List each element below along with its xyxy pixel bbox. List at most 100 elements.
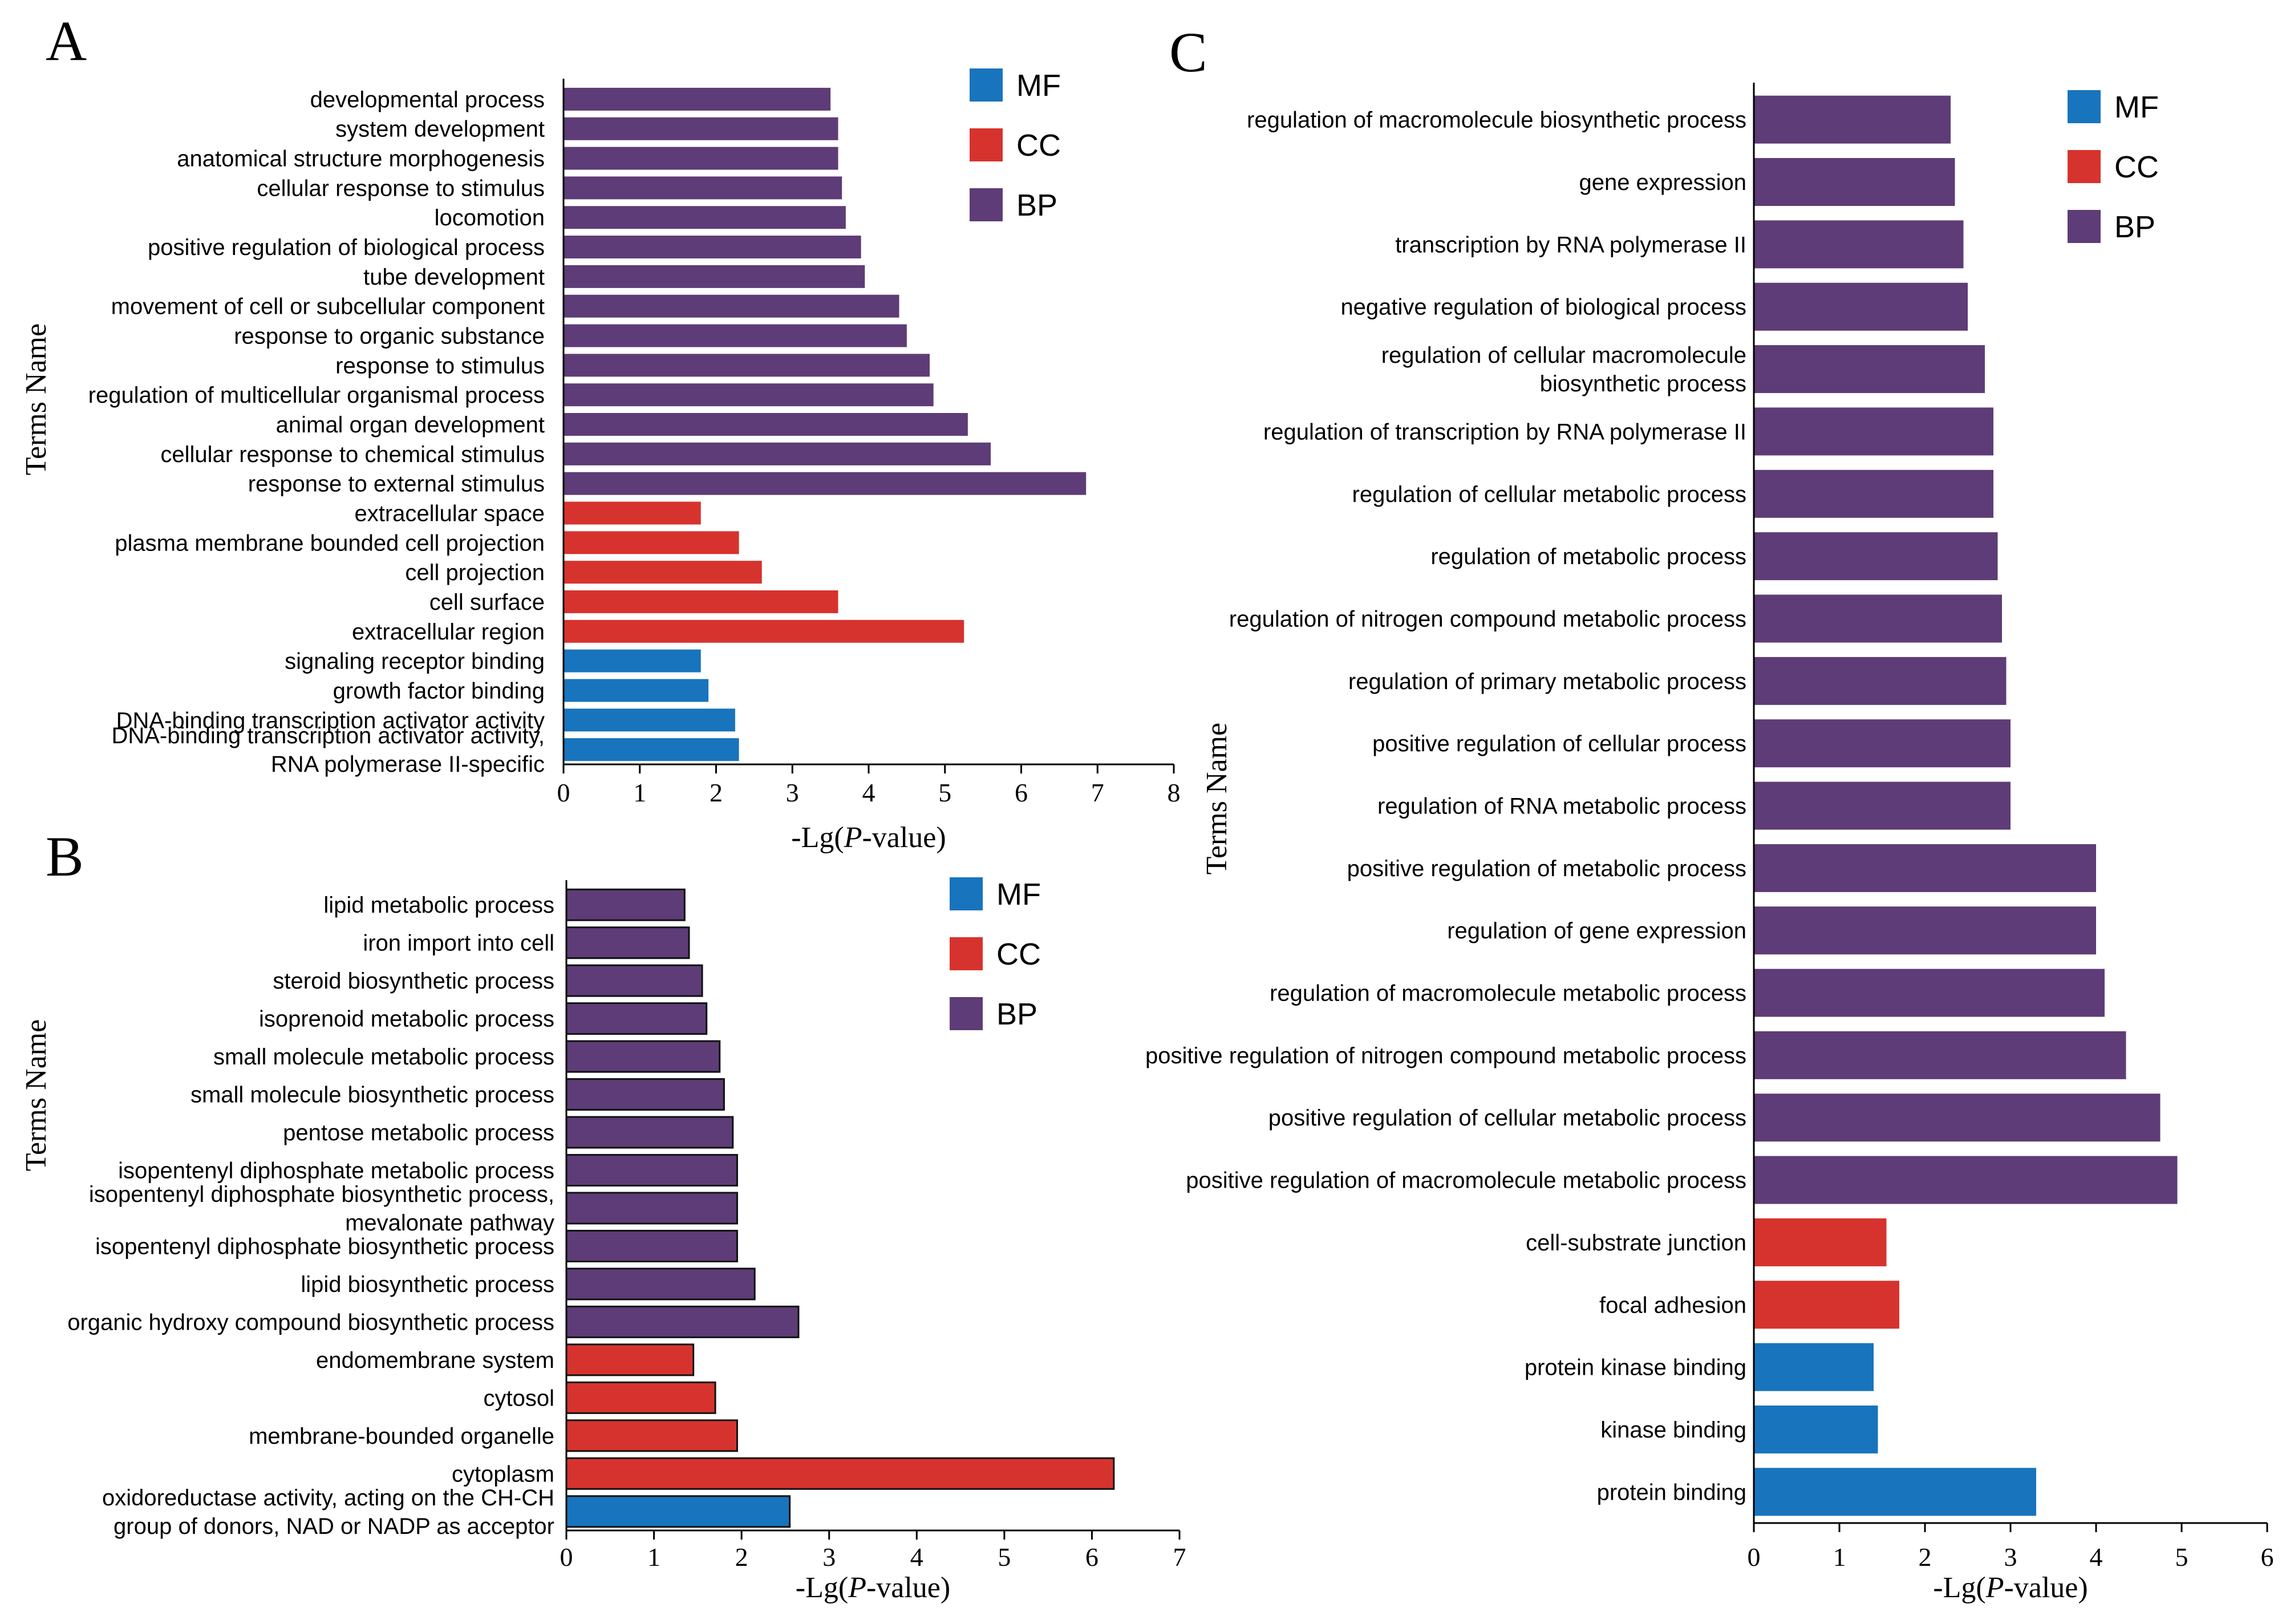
bar [1754, 1218, 1887, 1266]
panel-letter: A [46, 9, 87, 72]
term-label: positive regulation of macromolecule met… [1186, 1168, 1746, 1193]
bar [1754, 1405, 1878, 1453]
bar [564, 324, 907, 347]
legend: MF CC BP [2068, 90, 2159, 244]
x-axis-title: -Lg(P-value) [1933, 1572, 2088, 1604]
x-tick-label: 4 [2090, 1542, 2103, 1572]
panel-letter: C [1169, 21, 1207, 84]
x-tick-label: 5 [998, 1542, 1011, 1572]
term-label: regulation of nitrogen compound metaboli… [1229, 606, 1746, 631]
bar [1754, 532, 1998, 581]
bar [564, 531, 739, 554]
term-label: protein kinase binding [1525, 1355, 1746, 1380]
term-label: regulation of metabolic process [1430, 544, 1746, 569]
x-tick-label: 0 [557, 778, 570, 807]
legend-swatch [2068, 150, 2101, 183]
term-label: positive regulation of metabolic process [1347, 856, 1746, 881]
x-tick-label: 4 [862, 778, 876, 807]
term-label: lipid metabolic process [323, 893, 554, 918]
bar [564, 354, 930, 377]
term-label: cellular response to chemical stimulus [160, 442, 545, 467]
bar [565, 1419, 738, 1452]
x-tick-label: 6 [1085, 1542, 1099, 1572]
bar [564, 413, 968, 436]
x-tick-label: 3 [2004, 1542, 2017, 1572]
x-tick-label: 7 [1173, 1542, 1186, 1572]
bar [564, 442, 991, 465]
term-label: animal organ development [276, 412, 545, 438]
bar [564, 590, 838, 613]
x-tick-label: 0 [1748, 1542, 1761, 1572]
term-label: protein binding [1597, 1480, 1746, 1505]
bar [564, 679, 709, 702]
bar [565, 1343, 695, 1376]
bar [564, 294, 899, 318]
bar [564, 649, 701, 673]
x-tick-label: 7 [1091, 778, 1104, 807]
bar [1754, 657, 2007, 705]
term-label: cytosol [484, 1386, 555, 1411]
term-label: system development [335, 117, 545, 142]
term-label: membrane-bounded organelle [249, 1424, 554, 1449]
bar [565, 1305, 800, 1338]
term-label: oxidoreductase activity, acting on the C… [102, 1485, 554, 1539]
bar [1754, 469, 1993, 518]
bar [565, 1229, 738, 1262]
term-label: regulation of multicellular organismal p… [88, 383, 545, 408]
term-label: plasma membrane bounded cell projection [115, 530, 545, 556]
bar [565, 1495, 791, 1528]
bar [1754, 1468, 2036, 1516]
term-label: regulation of gene expression [1447, 918, 1746, 943]
legend-label: CC [996, 937, 1041, 971]
x-tick-label: 5 [938, 778, 951, 807]
bar [1754, 1156, 2178, 1204]
term-label: tube development [363, 265, 545, 290]
bar [565, 888, 686, 921]
bar [565, 1116, 734, 1149]
legend-label: MF [1016, 68, 1061, 103]
x-tick-label: 1 [647, 1542, 660, 1572]
x-tick-label: 6 [1015, 778, 1028, 807]
bar [1754, 158, 1955, 206]
bar [564, 265, 865, 288]
bar [564, 147, 838, 170]
term-label: DNA-binding transcription activator acti… [111, 723, 545, 777]
term-label: transcription by RNA polymerase II [1395, 232, 1746, 257]
term-label: anatomical structure morphogenesis [177, 147, 545, 172]
bar [564, 87, 831, 111]
x-tick-label: 3 [786, 778, 799, 807]
bar [1754, 407, 1993, 456]
bar [1754, 844, 2096, 892]
bar [564, 738, 739, 762]
legend-label: BP [2114, 210, 2155, 244]
term-label: focal adhesion [1599, 1293, 1746, 1318]
x-tick-label: 6 [2261, 1542, 2274, 1572]
bar [564, 501, 701, 525]
x-axis-title: -Lg(P-value) [791, 821, 946, 854]
term-label: extracellular space [355, 501, 545, 526]
bar [1754, 1281, 1899, 1329]
bar [1754, 1031, 2126, 1079]
term-label: growth factor binding [333, 678, 545, 703]
term-label: signaling receptor binding [285, 649, 545, 674]
panel-a: A Terms Name developmental process system d… [20, 9, 1181, 854]
term-label: regulation of macromolecule biosynthetic… [1247, 108, 1746, 133]
bar [564, 206, 846, 229]
x-tick-label: 3 [822, 1542, 836, 1572]
x-tick-label: 1 [1833, 1542, 1846, 1572]
bar [565, 1457, 1115, 1490]
x-tick-label: 2 [1919, 1542, 1932, 1572]
legend-label: MF [996, 877, 1041, 912]
bar [1754, 95, 1951, 144]
bar [1754, 1094, 2161, 1142]
panel-c: C Terms Name regulation of macromolecule b… [1145, 21, 2273, 1604]
x-tick-label: 2 [735, 1542, 748, 1572]
x-tick-label: 0 [560, 1542, 573, 1572]
x-tick-label: 2 [710, 778, 723, 807]
term-label: organic hydroxy compound biosynthetic pr… [67, 1310, 554, 1335]
bar [1754, 719, 2011, 768]
bar [1754, 906, 2096, 955]
legend: MF CC BP [950, 877, 1041, 1031]
bar [564, 117, 838, 140]
term-label: extracellular region [352, 619, 545, 645]
